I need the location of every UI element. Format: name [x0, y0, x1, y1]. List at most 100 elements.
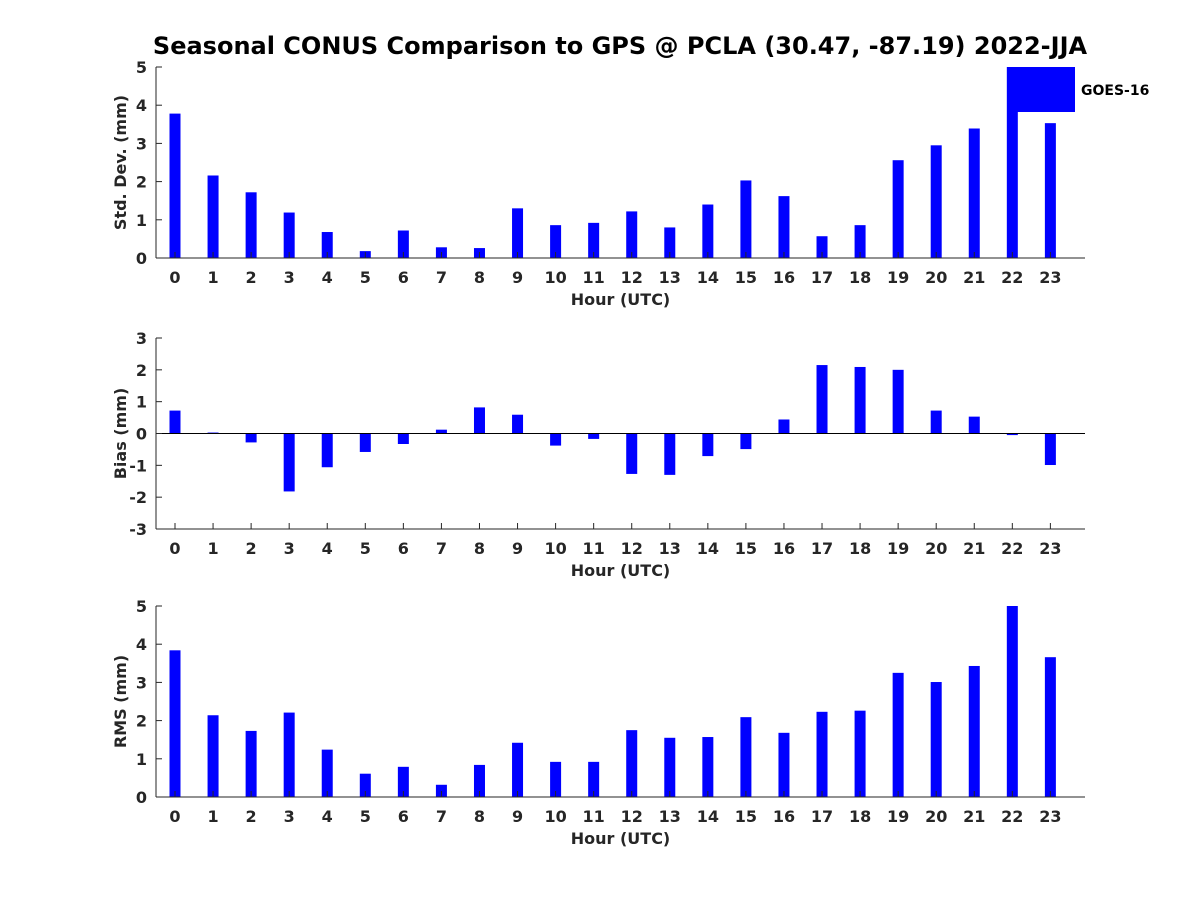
- y-tick-label: -1: [129, 456, 147, 475]
- x-tick-label: 23: [1039, 268, 1061, 287]
- x-tick-label: 4: [322, 268, 333, 287]
- y-tick-label: 3: [136, 329, 147, 348]
- bar: [854, 225, 866, 258]
- y-tick-label: 4: [136, 635, 147, 654]
- x-tick-label: 7: [436, 539, 447, 558]
- legend: GOES-16: [1007, 67, 1149, 112]
- bar: [473, 407, 485, 434]
- x-tick-label: 7: [436, 268, 447, 287]
- x-tick-label: 19: [887, 807, 909, 826]
- x-tick-label: 22: [1001, 268, 1023, 287]
- y-tick-label: 2: [136, 712, 147, 731]
- bar: [1044, 123, 1056, 259]
- x-tick-label: 4: [322, 807, 333, 826]
- bar: [1006, 606, 1018, 797]
- x-tick-label: 16: [773, 268, 795, 287]
- bar: [778, 732, 790, 797]
- bar: [245, 192, 257, 258]
- bar: [854, 366, 866, 434]
- bar: [1006, 433, 1018, 436]
- x-tick-label: 18: [849, 268, 871, 287]
- y-tick-label: 0: [136, 249, 147, 268]
- x-tick-label: 19: [887, 268, 909, 287]
- x-tick-label: 12: [621, 268, 643, 287]
- x-tick-label: 0: [169, 268, 180, 287]
- x-tick-label: 10: [544, 268, 566, 287]
- bar: [892, 160, 904, 258]
- bar: [816, 365, 828, 434]
- x-tick-label: 15: [735, 268, 757, 287]
- x-axis-label: Hour (UTC): [571, 561, 671, 580]
- bar: [664, 433, 676, 475]
- x-tick-label: 11: [583, 268, 605, 287]
- x-tick-label: 12: [621, 807, 643, 826]
- bar: [588, 433, 600, 439]
- bar: [1044, 433, 1056, 466]
- y-tick-label: 5: [136, 58, 147, 77]
- bar: [512, 742, 524, 797]
- bar: [664, 227, 676, 258]
- x-tick-label: 18: [849, 807, 871, 826]
- x-tick-label: 6: [398, 268, 409, 287]
- bar: [321, 749, 333, 797]
- bar: [626, 730, 638, 797]
- y-tick-label: -2: [129, 488, 147, 507]
- y-tick-label: 1: [136, 393, 147, 412]
- x-tick-label: 22: [1001, 807, 1023, 826]
- x-tick-label: 14: [697, 807, 719, 826]
- bar: [397, 433, 409, 444]
- x-tick-label: 13: [659, 268, 681, 287]
- x-tick-label: 20: [925, 807, 947, 826]
- x-tick-label: 21: [963, 268, 985, 287]
- y-tick-label: 3: [136, 134, 147, 153]
- x-tick-label: 10: [544, 807, 566, 826]
- x-tick-label: 15: [735, 539, 757, 558]
- bar: [473, 764, 485, 797]
- bar: [283, 712, 295, 797]
- bar: [740, 433, 752, 450]
- bar: [740, 717, 752, 797]
- bar: [550, 225, 562, 258]
- y-tick-label: -3: [129, 520, 147, 539]
- x-tick-label: 18: [849, 539, 871, 558]
- legend-swatch: [1007, 67, 1075, 112]
- x-tick-label: 19: [887, 539, 909, 558]
- x-tick-label: 8: [474, 268, 485, 287]
- bar: [930, 682, 942, 797]
- bar: [550, 761, 562, 797]
- y-tick-label: 0: [136, 788, 147, 807]
- bar: [435, 429, 447, 434]
- x-tick-label: 14: [697, 268, 719, 287]
- bar: [930, 410, 942, 434]
- bar: [321, 232, 333, 258]
- x-tick-label: 8: [474, 807, 485, 826]
- x-tick-label: 0: [169, 539, 180, 558]
- figure-title: Seasonal CONUS Comparison to GPS @ PCLA …: [153, 32, 1088, 60]
- x-tick-label: 17: [811, 807, 833, 826]
- y-tick-label: 1: [136, 211, 147, 230]
- bar: [1006, 67, 1018, 258]
- x-tick-label: 0: [169, 807, 180, 826]
- bar: [702, 433, 714, 457]
- y-tick-label: 2: [136, 361, 147, 380]
- x-tick-label: 6: [398, 807, 409, 826]
- bar: [702, 737, 714, 797]
- y-tick-label: 5: [136, 597, 147, 616]
- bar: [854, 710, 866, 797]
- y-tick-label: 1: [136, 750, 147, 769]
- bar: [816, 711, 828, 797]
- x-tick-label: 1: [207, 539, 218, 558]
- x-tick-label: 22: [1001, 539, 1023, 558]
- bar: [169, 410, 181, 434]
- y-tick-label: 3: [136, 673, 147, 692]
- bar: [588, 222, 600, 258]
- bar: [169, 113, 181, 258]
- bar: [435, 784, 447, 797]
- x-tick-label: 9: [512, 268, 523, 287]
- bar: [892, 369, 904, 434]
- bar: [283, 433, 295, 492]
- bar: [968, 665, 980, 797]
